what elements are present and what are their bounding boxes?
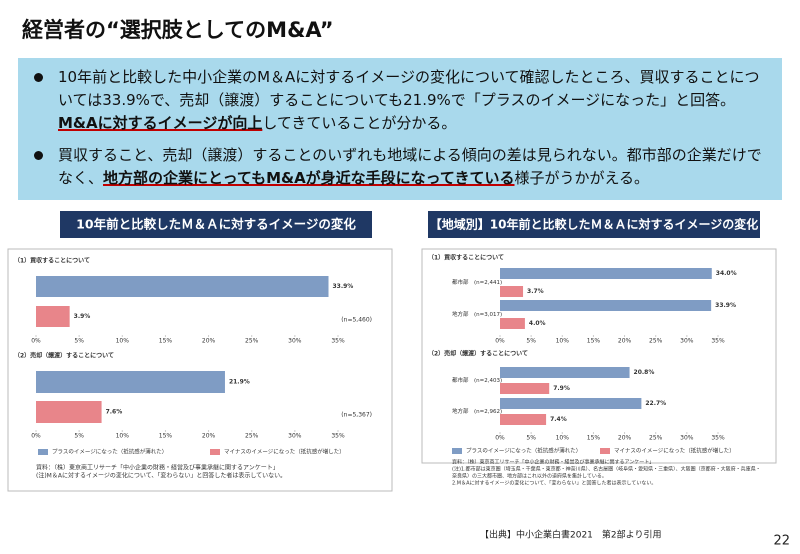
x-tick-label: 25% (245, 338, 259, 345)
source: 【出典】中小企業白書2021 第2部より引用 (480, 529, 661, 541)
x-tick-label: 5% (526, 435, 536, 442)
x-tick-label: 20% (618, 435, 632, 442)
bullet-emphasis: 地方部の企業にとってもM&Aが身近な手段になってきている (103, 169, 515, 187)
bullet: 10年前と比較した中小企業のM＆Aに対するイメージの変化について確認したところ、… (34, 66, 770, 135)
bar (500, 268, 712, 279)
x-tick-label: 20% (618, 338, 632, 345)
chart-subtitle: （1）買収することについて (14, 257, 90, 265)
x-tick-label: 10% (556, 435, 570, 442)
x-tick-label: 30% (288, 338, 302, 345)
bar (500, 414, 547, 425)
value-label: 3.9% (74, 313, 91, 320)
annotation: (n=5,367) (341, 412, 372, 419)
legend-swatch (452, 448, 462, 454)
bar (500, 300, 712, 311)
x-tick-label: 10% (556, 338, 570, 345)
x-tick-label: 5% (526, 338, 536, 345)
category-label: 地方部 (n=3,017) (452, 310, 502, 318)
heading-bar (428, 211, 760, 238)
bar (500, 318, 525, 329)
value-label: 7.4% (550, 416, 567, 423)
x-tick-label: 0% (495, 435, 505, 442)
note: 2.M＆Aに対するイメージの変化について、「変わらない」と回答した者は表示してい… (452, 480, 656, 487)
category-label: 都市部 (n=2,441) (452, 278, 502, 286)
page-number: 22 (773, 534, 790, 549)
x-tick-label: 35% (711, 435, 725, 442)
note: 資料：（株）東京商工リサーチ「中小企業の財務・経営及び事業承継に関するアンケート… (452, 459, 654, 466)
chart-panel (421, 248, 777, 464)
x-tick-label: 35% (711, 338, 725, 345)
chart-subtitle: （1）買収することについて (428, 254, 504, 262)
chart-subtitle: （2）売却（譲渡）することについて (14, 352, 114, 360)
x-tick-label: 20% (202, 338, 216, 345)
annotation: (n=5,460) (341, 317, 372, 324)
bar (36, 306, 70, 327)
value-label: 33.9% (333, 283, 354, 290)
legend-label: マイナスのイメージになった（抵抗感が増した） (614, 447, 735, 455)
heading-bar (60, 211, 372, 238)
panel-heading: 【地域別】10年前と比較したＭ＆Ａに対するイメージの変化 (430, 217, 758, 232)
legend-swatch (38, 449, 48, 455)
x-tick-label: 25% (649, 435, 663, 442)
x-tick-label: 30% (288, 433, 302, 440)
bullet-emphasis: M&Aに対するイメージが向上 (58, 114, 263, 132)
value-label: 21.9% (229, 379, 250, 386)
value-label: 33.9% (715, 302, 736, 309)
legend-label: プラスのイメージになった（抵抗感が薄れた） (52, 448, 167, 456)
legend-label: プラスのイメージになった（抵抗感が薄れた） (466, 447, 581, 455)
category-label: 地方部 (n=2,962) (452, 407, 502, 415)
x-tick-label: 15% (159, 338, 173, 345)
bullet-text: 10年前と比較した中小企業のM＆Aに対するイメージの変化について確認したところ、… (58, 68, 760, 109)
bullet-text: してきていることが分かる。 (262, 114, 457, 132)
bullet-text: 様子がうかがえる。 (514, 169, 650, 187)
x-tick-label: 20% (202, 433, 216, 440)
legend-swatch (600, 448, 610, 454)
bar (36, 276, 329, 297)
x-tick-label: 10% (116, 433, 130, 440)
bar (36, 401, 102, 423)
note: 資料：（株）東京商工リサーチ「中小企業の財務・経営及び事業承継に関するアンケート… (36, 464, 279, 472)
x-tick-label: 25% (649, 338, 663, 345)
summary-box: 10年前と比較した中小企業のM＆Aに対するイメージの変化について確認したところ、… (18, 58, 782, 200)
x-tick-label: 35% (331, 433, 345, 440)
legend-swatch (210, 449, 220, 455)
category-label: 都市部 (n=2,403) (452, 376, 502, 384)
value-label: 20.8% (634, 369, 655, 376)
note: (注)1.都市部は東京圏（埼玉県・千葉県・東京都・神奈川県）、名古屋圏（岐阜県・… (452, 466, 761, 473)
x-tick-label: 0% (31, 433, 41, 440)
panel-heading: 10年前と比較したＭ＆Ａに対するイメージの変化 (76, 217, 356, 232)
x-tick-label: 30% (680, 338, 694, 345)
x-tick-label: 15% (159, 433, 173, 440)
bullet: 買収すること、売却（譲渡）することのいずれも地域による傾向の差は見られない。都市… (34, 144, 770, 190)
x-tick-label: 0% (31, 338, 41, 345)
bar (500, 286, 524, 297)
x-tick-label: 5% (74, 338, 84, 345)
x-tick-label: 25% (245, 433, 259, 440)
bar (500, 398, 642, 409)
x-tick-label: 5% (74, 433, 84, 440)
slide-title: 経営者の“選択肢としてのM&A” (22, 18, 334, 42)
chart-subtitle: （2）売却（譲渡）することについて (428, 350, 528, 358)
value-label: 22.7% (645, 400, 666, 407)
legend-label: マイナスのイメージになった（抵抗感が増した） (224, 448, 345, 456)
x-tick-label: 15% (587, 338, 601, 345)
bullet-text: 買収すること、売却（譲渡）することのいずれも地域による傾向の差は見られない。都市… (58, 146, 762, 187)
x-tick-label: 10% (116, 338, 130, 345)
note: (注)M＆Aに対するイメージの変化について、「変わらない」と回答した者は表示して… (36, 472, 286, 480)
value-label: 4.0% (529, 320, 546, 327)
x-tick-label: 15% (587, 435, 601, 442)
x-tick-label: 30% (680, 435, 694, 442)
x-tick-label: 0% (495, 338, 505, 345)
bar (500, 383, 550, 394)
value-label: 3.7% (527, 288, 544, 295)
value-label: 34.0% (716, 270, 737, 277)
value-label: 7.9% (553, 385, 570, 392)
value-label: 7.6% (106, 409, 123, 416)
bar (36, 371, 225, 393)
note: 奈良県）の三大都市圏、地方部はこれ以外の道府県を集計している。 (452, 473, 607, 480)
bar (500, 367, 630, 378)
x-tick-label: 35% (331, 338, 345, 345)
